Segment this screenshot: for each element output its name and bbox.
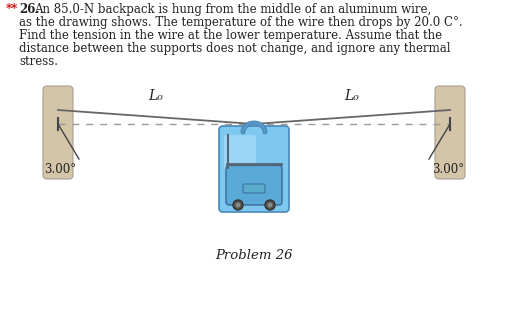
FancyBboxPatch shape — [219, 126, 289, 212]
Text: distance between the supports does not change, and ignore any thermal: distance between the supports does not c… — [19, 42, 450, 55]
Text: Find the tension in the wire at the lower temperature. Assume that the: Find the tension in the wire at the lowe… — [19, 29, 442, 42]
Text: stress.: stress. — [19, 55, 58, 68]
Text: L₀: L₀ — [149, 89, 163, 103]
Circle shape — [265, 200, 275, 210]
Text: Problem 26: Problem 26 — [215, 249, 293, 262]
FancyBboxPatch shape — [243, 184, 265, 193]
FancyBboxPatch shape — [435, 86, 465, 179]
Text: L₀: L₀ — [345, 89, 359, 103]
Text: 3.00°: 3.00° — [44, 163, 76, 176]
Text: as the drawing shows. The temperature of the wire then drops by 20.0 C°.: as the drawing shows. The temperature of… — [19, 16, 463, 29]
Circle shape — [235, 202, 241, 208]
Circle shape — [267, 202, 273, 208]
Text: **: ** — [6, 3, 18, 16]
Text: An 85.0-N backpack is hung from the middle of an aluminum wire,: An 85.0-N backpack is hung from the midd… — [34, 3, 431, 16]
FancyBboxPatch shape — [43, 86, 73, 179]
Text: 26.: 26. — [19, 3, 40, 16]
Circle shape — [233, 200, 243, 210]
Text: 3.00°: 3.00° — [432, 163, 464, 176]
FancyBboxPatch shape — [226, 165, 282, 205]
FancyBboxPatch shape — [224, 135, 256, 170]
